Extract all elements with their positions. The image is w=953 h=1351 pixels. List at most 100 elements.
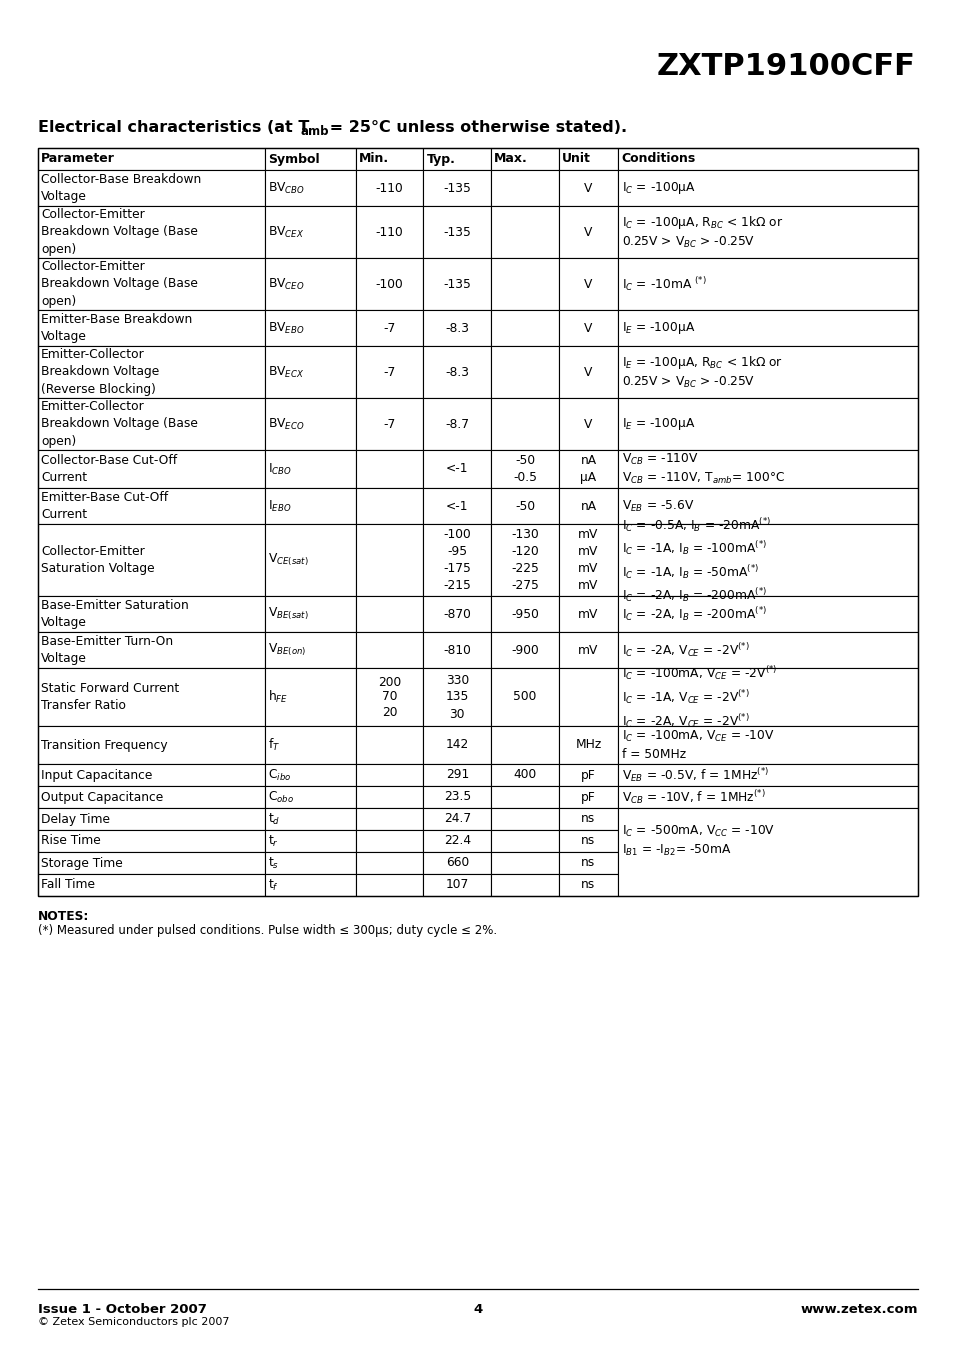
- Text: f$_T$: f$_T$: [268, 736, 280, 753]
- Text: Output Capacitance: Output Capacitance: [41, 790, 163, 804]
- Bar: [491, 399, 558, 450]
- Bar: [38, 667, 265, 725]
- Bar: [491, 808, 558, 830]
- Text: 107: 107: [445, 878, 469, 892]
- Bar: [558, 399, 618, 450]
- Text: t$_f$: t$_f$: [268, 877, 278, 893]
- Text: www.zetex.com: www.zetex.com: [800, 1302, 917, 1316]
- Text: V: V: [583, 322, 592, 335]
- Text: ns: ns: [580, 812, 595, 825]
- Text: -810: -810: [443, 643, 471, 657]
- Text: mV: mV: [578, 643, 598, 657]
- Text: V$_{EB}$ = -0.5V, f = 1MHz$^{(*)}$: V$_{EB}$ = -0.5V, f = 1MHz$^{(*)}$: [621, 766, 768, 784]
- Bar: [265, 524, 355, 596]
- Bar: [265, 725, 355, 765]
- Text: -135: -135: [443, 226, 471, 239]
- Bar: [491, 596, 558, 632]
- Bar: [618, 786, 917, 808]
- Text: I$_E$ = -100μA: I$_E$ = -100μA: [621, 416, 695, 432]
- Text: Parameter: Parameter: [41, 153, 114, 166]
- Text: ns: ns: [580, 878, 595, 892]
- Text: Base-Emitter Turn-On
Voltage: Base-Emitter Turn-On Voltage: [41, 635, 172, 665]
- Bar: [423, 874, 491, 896]
- Text: Fall Time: Fall Time: [41, 878, 95, 892]
- Text: Issue 1 - October 2007: Issue 1 - October 2007: [38, 1302, 207, 1316]
- Text: I$_C$ = -100mA, V$_{CE}$ = -2V$^{(*)}$
I$_C$ = -1A, V$_{CE}$ = -2V$^{(*)}$
I$_C$: I$_C$ = -100mA, V$_{CE}$ = -2V$^{(*)}$ I…: [621, 665, 777, 730]
- Bar: [558, 524, 618, 596]
- Bar: [423, 786, 491, 808]
- Text: V$_{BE(sat)}$: V$_{BE(sat)}$: [268, 605, 309, 623]
- Bar: [491, 346, 558, 399]
- Bar: [38, 830, 265, 852]
- Bar: [558, 170, 618, 205]
- Bar: [265, 667, 355, 725]
- Bar: [423, 632, 491, 667]
- Bar: [265, 399, 355, 450]
- Text: Collector-Base Breakdown
Voltage: Collector-Base Breakdown Voltage: [41, 173, 201, 203]
- Bar: [265, 786, 355, 808]
- Bar: [265, 346, 355, 399]
- Bar: [491, 874, 558, 896]
- Bar: [38, 346, 265, 399]
- Bar: [423, 765, 491, 786]
- Bar: [423, 258, 491, 309]
- Text: MHz: MHz: [575, 739, 601, 751]
- Bar: [558, 309, 618, 346]
- Bar: [491, 205, 558, 258]
- Text: V: V: [583, 226, 592, 239]
- Text: ns: ns: [580, 835, 595, 847]
- Bar: [265, 488, 355, 524]
- Text: 142: 142: [445, 739, 469, 751]
- Bar: [265, 874, 355, 896]
- Bar: [618, 667, 917, 725]
- Text: BV$_{EBO}$: BV$_{EBO}$: [268, 320, 304, 335]
- Bar: [558, 450, 618, 488]
- Text: Electrical characteristics (at T: Electrical characteristics (at T: [38, 120, 309, 135]
- Bar: [355, 765, 423, 786]
- Text: pF: pF: [580, 790, 596, 804]
- Bar: [423, 852, 491, 874]
- Text: Delay Time: Delay Time: [41, 812, 110, 825]
- Bar: [491, 765, 558, 786]
- Text: -50
-0.5: -50 -0.5: [513, 454, 537, 484]
- Text: V$_{CE(sat)}$: V$_{CE(sat)}$: [268, 551, 309, 569]
- Bar: [355, 258, 423, 309]
- Text: BV$_{CEO}$: BV$_{CEO}$: [268, 277, 304, 292]
- Bar: [265, 258, 355, 309]
- Text: I$_C$ = -0.5A, I$_B$ = -20mA$^{(*)}$
I$_C$ = -1A, I$_B$ = -100mA$^{(*)}$
I$_C$ =: I$_C$ = -0.5A, I$_B$ = -20mA$^{(*)}$ I$_…: [621, 516, 770, 604]
- Bar: [558, 830, 618, 852]
- Text: nA: nA: [579, 500, 596, 512]
- Bar: [355, 874, 423, 896]
- Bar: [423, 667, 491, 725]
- Text: Collector-Base Cut-Off
Current: Collector-Base Cut-Off Current: [41, 454, 177, 484]
- Text: h$_{FE}$: h$_{FE}$: [268, 689, 288, 705]
- Bar: [618, 808, 917, 896]
- Text: Collector-Emitter
Saturation Voltage: Collector-Emitter Saturation Voltage: [41, 544, 154, 576]
- Text: I$_{EBO}$: I$_{EBO}$: [268, 499, 291, 513]
- Bar: [38, 488, 265, 524]
- Text: 200
70
20: 200 70 20: [377, 676, 401, 719]
- Bar: [491, 830, 558, 852]
- Bar: [38, 808, 265, 830]
- Bar: [38, 765, 265, 786]
- Text: I$_E$ = -100μA: I$_E$ = -100μA: [621, 320, 695, 336]
- Text: -100
-95
-175
-215: -100 -95 -175 -215: [443, 528, 471, 592]
- Bar: [265, 632, 355, 667]
- Bar: [491, 852, 558, 874]
- Text: -130
-120
-225
-275: -130 -120 -225 -275: [511, 528, 538, 592]
- Text: I$_C$ = -2A, V$_{CE}$ = -2V$^{(*)}$: I$_C$ = -2A, V$_{CE}$ = -2V$^{(*)}$: [621, 640, 749, 659]
- Bar: [38, 205, 265, 258]
- Bar: [265, 205, 355, 258]
- Text: C$_{ibo}$: C$_{ibo}$: [268, 767, 291, 782]
- Text: -50: -50: [515, 500, 535, 512]
- Bar: [355, 488, 423, 524]
- Bar: [618, 170, 917, 205]
- Bar: [355, 399, 423, 450]
- Text: Storage Time: Storage Time: [41, 857, 123, 870]
- Text: V$_{CB}$ = -10V, f = 1MHz$^{(*)}$: V$_{CB}$ = -10V, f = 1MHz$^{(*)}$: [621, 788, 764, 807]
- Bar: [38, 170, 265, 205]
- Bar: [618, 524, 917, 596]
- Text: 500: 500: [513, 690, 537, 704]
- Text: BV$_{ECO}$: BV$_{ECO}$: [268, 416, 304, 431]
- Text: NOTES:: NOTES:: [38, 911, 90, 923]
